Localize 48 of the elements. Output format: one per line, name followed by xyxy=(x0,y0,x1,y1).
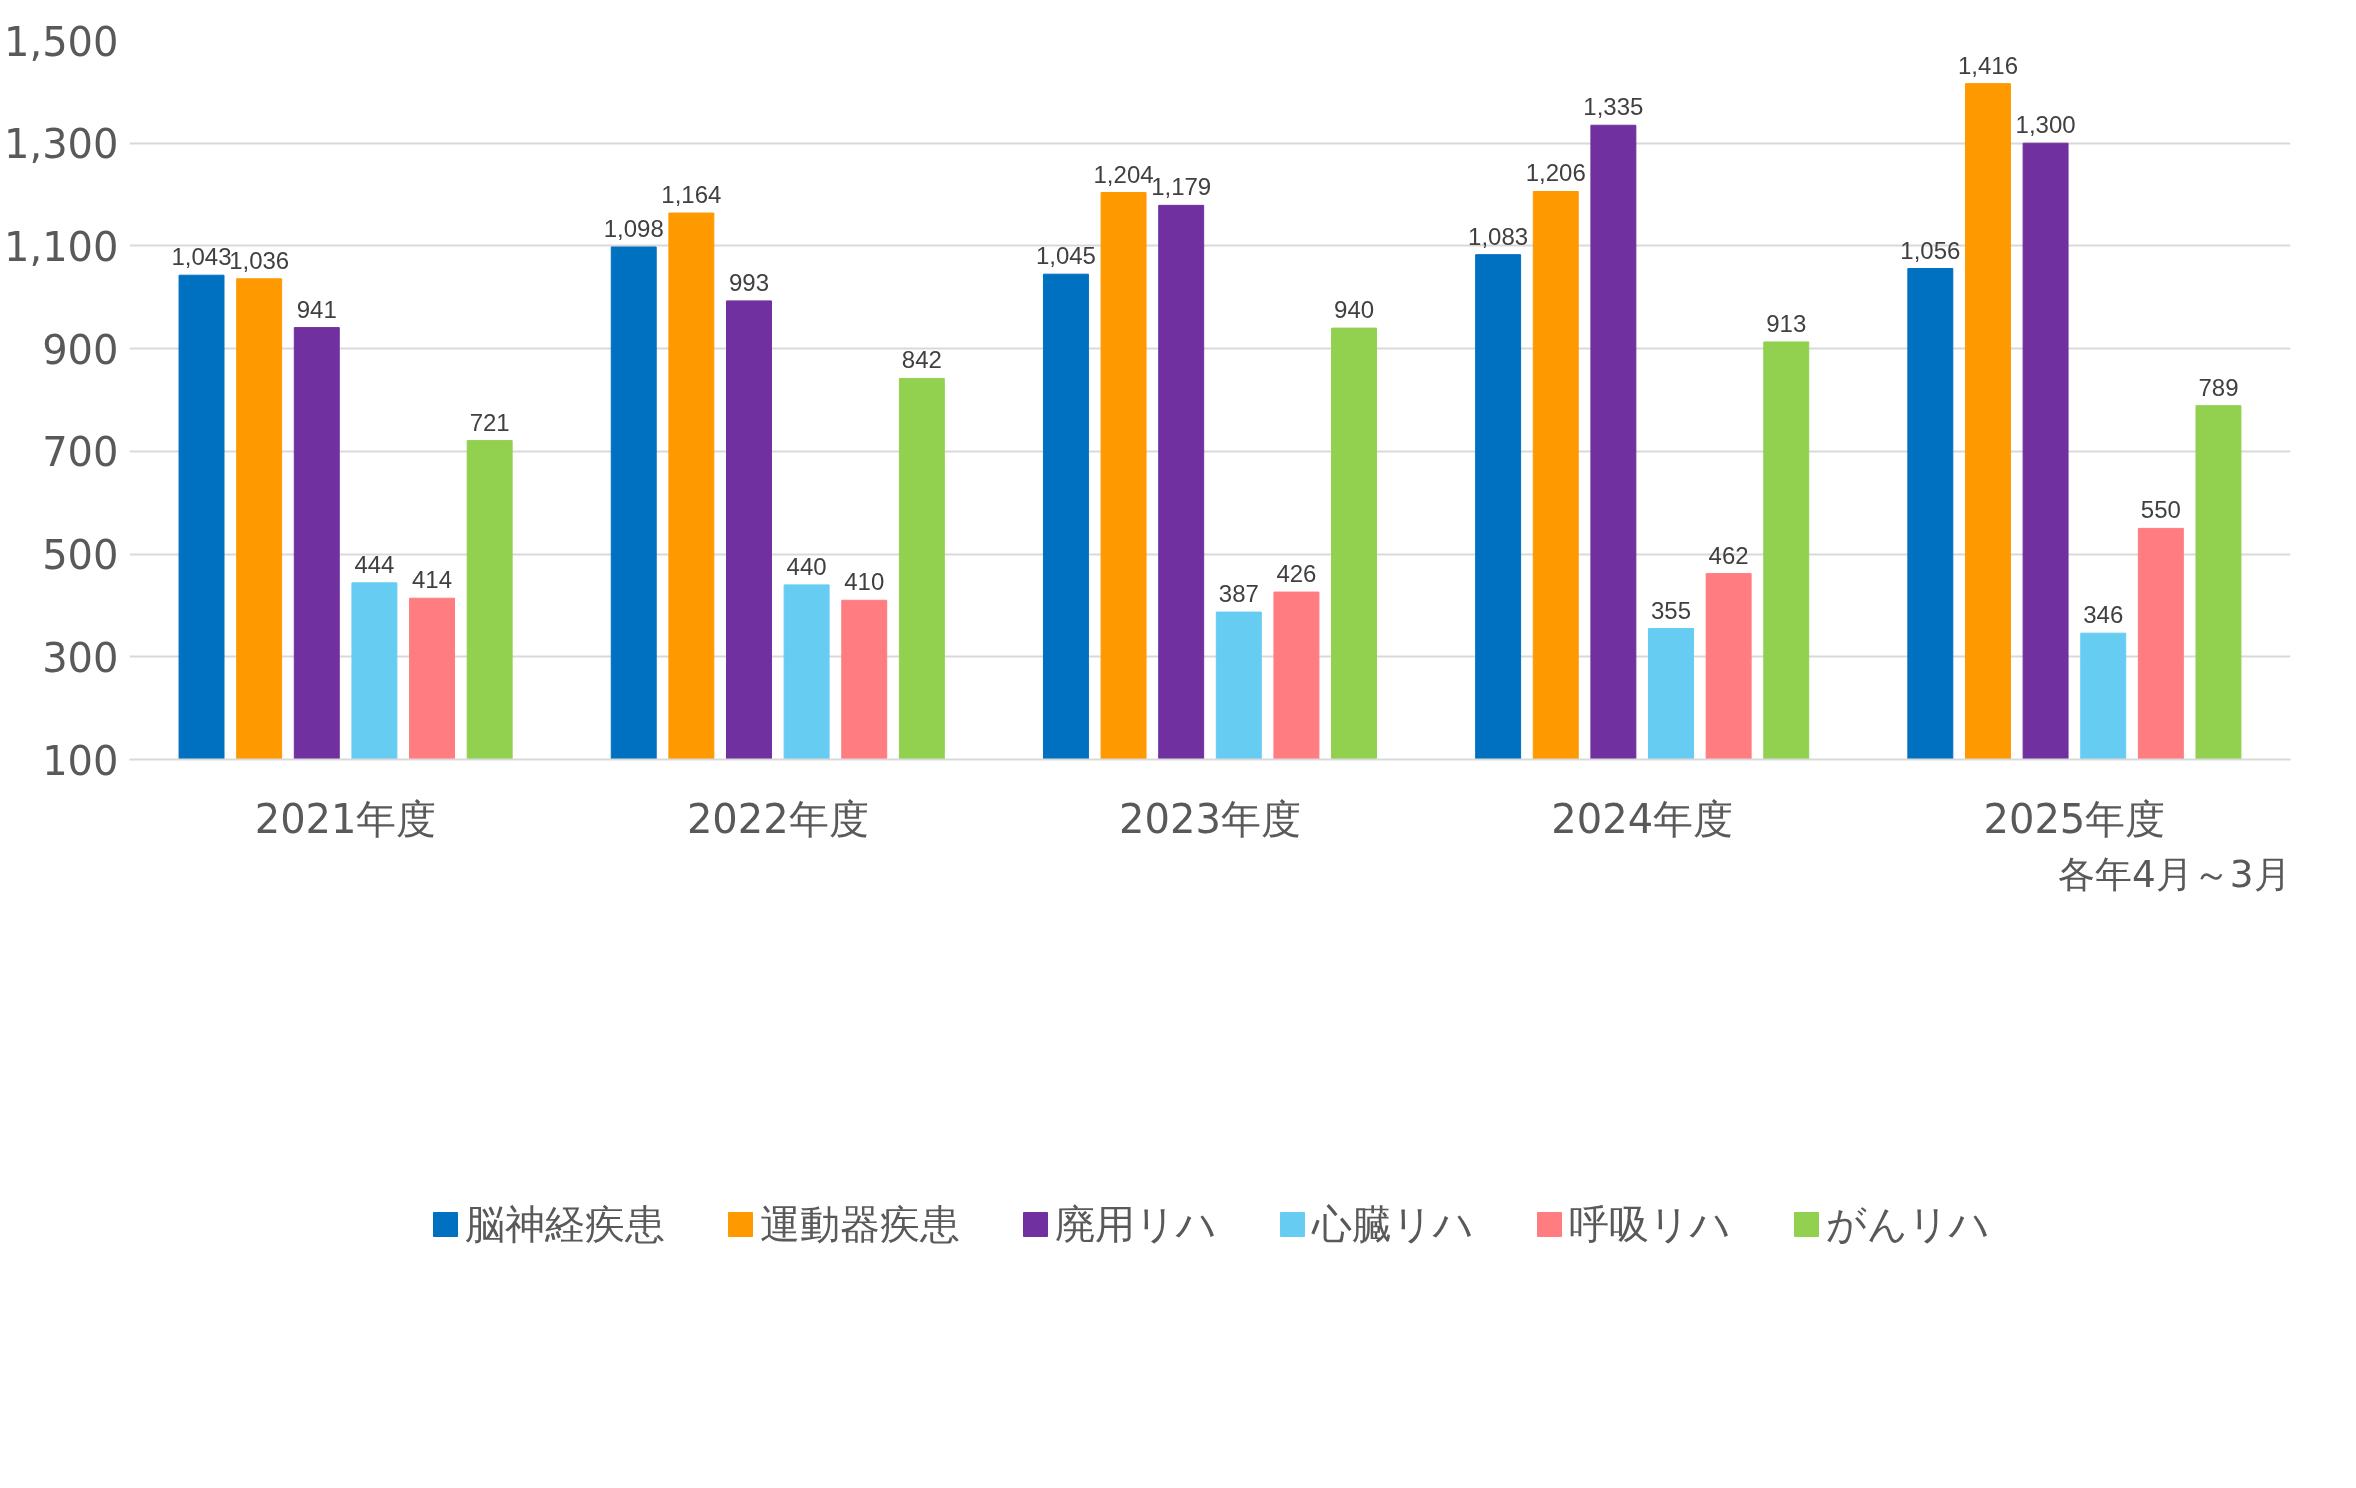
y-tick-label: 500 xyxy=(42,532,119,579)
data-label: 941 xyxy=(296,295,337,323)
legend-label: 廃用リハ xyxy=(1054,1199,1217,1249)
y-tick-label: 1,100 xyxy=(3,223,119,270)
data-label: 414 xyxy=(412,566,453,594)
data-label: 346 xyxy=(2083,601,2124,629)
x-tick-label: 2021年度 xyxy=(254,795,437,842)
legend-label: がんリハ xyxy=(1825,1199,1990,1249)
data-label: 940 xyxy=(1334,296,1375,324)
legend-label: 脳神経疾患 xyxy=(464,1199,665,1249)
data-label: 462 xyxy=(1708,541,1749,569)
data-label: 993 xyxy=(728,268,770,296)
y-tick-label: 1,500 xyxy=(3,18,119,65)
y-tick-label: 900 xyxy=(42,326,119,373)
data-label: 1,206 xyxy=(1525,159,1586,187)
x-tick-label: 2022年度 xyxy=(686,795,869,842)
x-tick-label: 2024年度 xyxy=(1551,795,1734,842)
text: 各年4月～3月 xyxy=(2058,851,2291,896)
legend-label: 呼吸リハ xyxy=(1568,1199,1731,1249)
y-tick-label: 1,300 xyxy=(3,121,119,168)
data-label: 913 xyxy=(1766,309,1807,337)
data-label: 1,335 xyxy=(1583,93,1644,121)
x-tick-label: 2023年度 xyxy=(1119,795,1301,842)
data-label: 550 xyxy=(2140,496,2181,524)
data-label: 410 xyxy=(844,568,885,596)
data-label: 1,300 xyxy=(2015,111,2076,139)
legend-label: 運動器疾患 xyxy=(759,1199,960,1249)
y-tick-label: 700 xyxy=(42,429,119,476)
data-label: 440 xyxy=(786,552,827,580)
data-label: 355 xyxy=(1650,596,1692,624)
y-tick-label: 300 xyxy=(42,634,119,681)
data-label: 1,098 xyxy=(603,214,664,242)
data-label: 444 xyxy=(354,550,395,578)
data-label: 842 xyxy=(901,346,942,374)
data-label: 721 xyxy=(469,408,510,436)
data-label: 1,083 xyxy=(1468,222,1529,250)
y-tick-label: 100 xyxy=(42,737,119,784)
data-label: 1,056 xyxy=(1900,236,1961,264)
data-label: 1,045 xyxy=(1035,242,1096,270)
data-label: 1,416 xyxy=(1957,51,2018,79)
data-label: 789 xyxy=(2198,373,2239,401)
data-label: 1,164 xyxy=(661,181,722,209)
data-label: 387 xyxy=(1218,580,1259,608)
data-label: 426 xyxy=(1276,560,1317,588)
data-label: 1,043 xyxy=(171,243,232,271)
data-label: 1,204 xyxy=(1093,160,1154,188)
x-tick-label: 2025年度 xyxy=(1983,795,2166,842)
legend-label: 心臓リハ xyxy=(1311,1199,1474,1249)
